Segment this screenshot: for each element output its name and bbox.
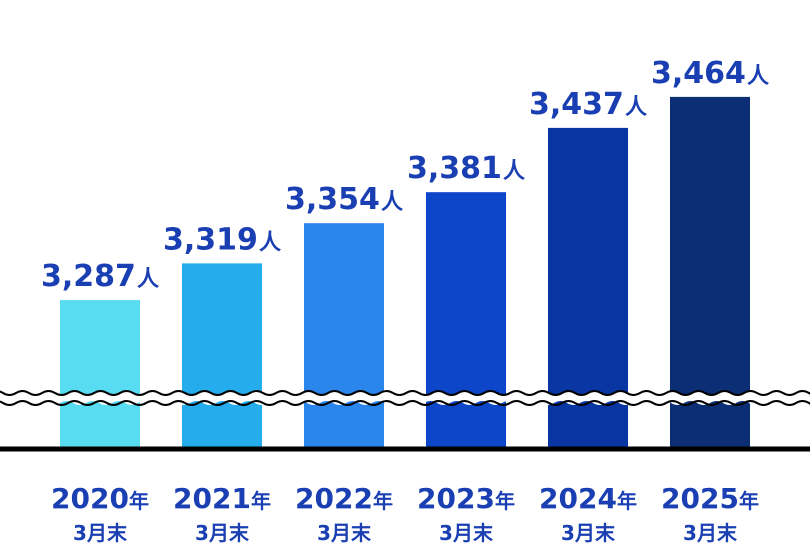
axis-break-group — [0, 390, 810, 406]
value-label-2025: 3,464人 — [651, 56, 769, 91]
x-label-year-2025: 2025年 — [661, 482, 759, 515]
x-label-year-2023: 2023年 — [417, 482, 515, 515]
axis-break-line-1 — [0, 390, 810, 396]
value-label-2023: 3,381人 — [407, 151, 525, 186]
value-label-2021: 3,319人 — [163, 222, 281, 257]
x-tick-labels-group: 2020年 3月末 2021年 3月末 2022年 3月末 2023年 3月末 2024年 3月末… — [51, 482, 759, 545]
x-label-sub-2024: 3月末 — [561, 521, 616, 545]
x-label-sub-2022: 3月末 — [317, 521, 372, 545]
value-label-2022: 3,354人 — [285, 182, 403, 217]
x-label-sub-2020: 3月末 — [73, 521, 128, 545]
x-label-year-2024: 2024年 — [539, 482, 637, 515]
bar-2021 — [182, 263, 262, 447]
bar-2020 — [60, 300, 140, 447]
bar-2025 — [670, 96, 750, 447]
axis-break-line-2 — [0, 400, 810, 406]
x-label-year-2020: 2020年 — [51, 482, 149, 515]
x-label-sub-2023: 3月末 — [439, 521, 494, 545]
x-label-sub-2025: 3月末 — [683, 521, 738, 545]
value-label-2020: 3,287人 — [41, 259, 159, 294]
x-label-sub-2021: 3月末 — [195, 521, 250, 545]
x-label-year-2021: 2021年 — [173, 482, 271, 515]
bar-2022 — [304, 223, 384, 447]
x-label-year-2022: 2022年 — [295, 482, 393, 515]
bar-2023 — [426, 192, 506, 447]
value-label-2024: 3,437人 — [529, 87, 647, 122]
